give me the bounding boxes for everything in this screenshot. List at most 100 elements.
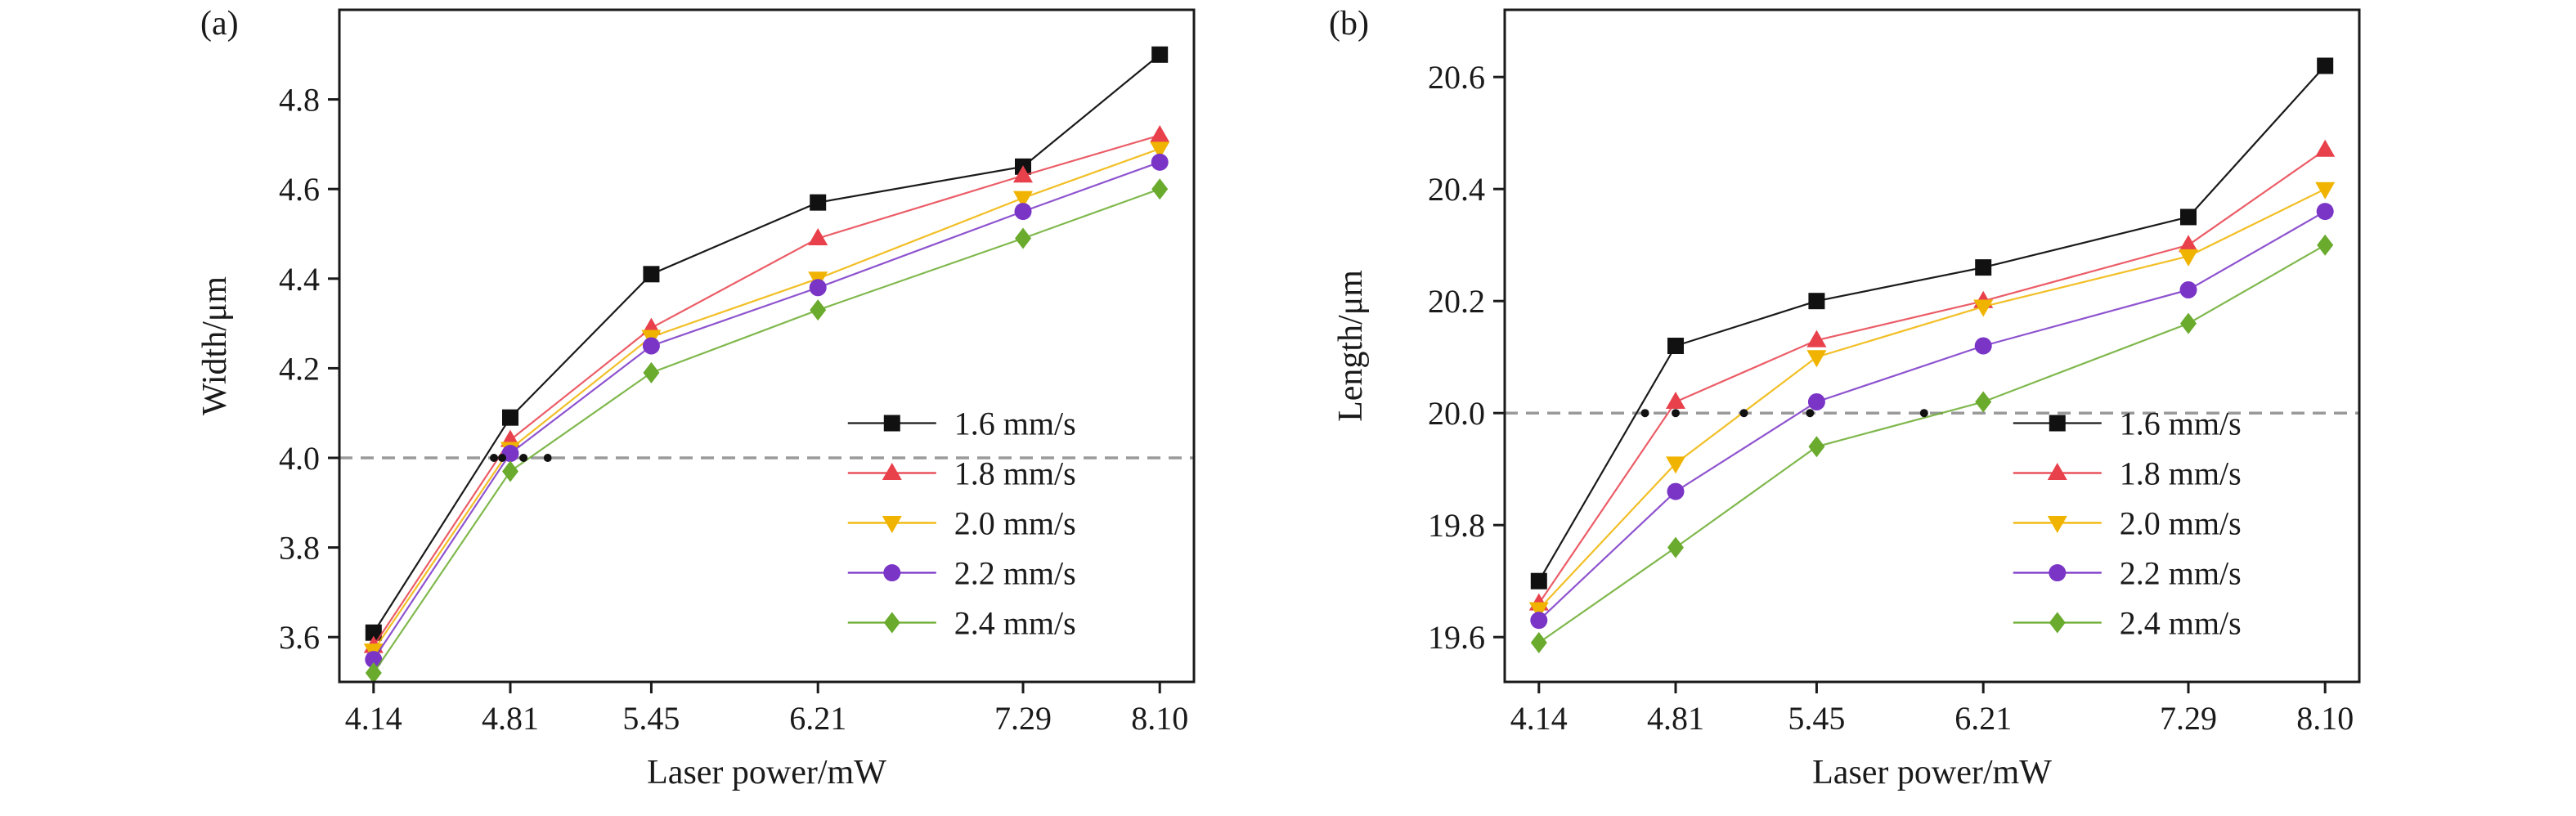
reference-point-2 bbox=[1672, 409, 1680, 418]
y-tick-label: 19.8 bbox=[1428, 507, 1485, 544]
x-axis-title: Laser power/mW bbox=[647, 754, 886, 791]
reference-point-1 bbox=[490, 454, 499, 462]
data-point-4-3 bbox=[1807, 393, 1825, 410]
y-tick-label: 4.4 bbox=[279, 261, 320, 298]
data-point-4-1 bbox=[365, 651, 383, 669]
x-tick-label: 5.45 bbox=[1788, 700, 1845, 737]
x-tick-label: 4.81 bbox=[482, 700, 539, 737]
data-point-5-5 bbox=[1015, 227, 1031, 249]
legend-marker-3 bbox=[2047, 516, 2067, 534]
series-line-5 bbox=[1538, 244, 2326, 643]
legend-marker-1 bbox=[883, 415, 900, 432]
plot-frame bbox=[1503, 8, 2361, 684]
legend-label-2: 1.8 mm/s bbox=[954, 455, 1076, 492]
reference-point-3 bbox=[519, 454, 528, 462]
series-line-2 bbox=[1537, 149, 2326, 604]
x-tick-label: 8.10 bbox=[2296, 700, 2354, 737]
data-point-1-2 bbox=[1667, 338, 1684, 354]
data-point-3-4 bbox=[1973, 299, 1994, 317]
x-tick-label: 7.29 bbox=[994, 700, 1052, 737]
data-point-2-6 bbox=[1150, 124, 1170, 142]
data-point-1-1 bbox=[365, 624, 382, 641]
y-axis-title: Width/μm bbox=[196, 276, 234, 415]
data-point-3-2 bbox=[1666, 456, 1685, 474]
data-point-4-1 bbox=[1530, 612, 1548, 630]
data-point-3-1 bbox=[1528, 602, 1549, 620]
legend-label-1: 1.6 mm/s bbox=[2120, 406, 2242, 442]
y-tick-label: 20.0 bbox=[1428, 395, 1485, 432]
y-tick-label: 20.2 bbox=[1428, 283, 1485, 320]
data-point-4-6 bbox=[1151, 153, 1169, 171]
data-point-4-4 bbox=[809, 279, 827, 297]
legend-marker-3 bbox=[882, 516, 902, 534]
x-tick-label: 7.29 bbox=[2160, 700, 2217, 737]
series-line-5 bbox=[372, 188, 1160, 674]
legend-label-5: 2.4 mm/s bbox=[954, 605, 1076, 642]
y-tick-label: 3.6 bbox=[279, 619, 320, 656]
data-point-4-2 bbox=[1667, 482, 1685, 500]
legend-label-1: 1.6 mm/s bbox=[954, 406, 1076, 442]
data-point-5-2 bbox=[502, 460, 518, 482]
y-tick-label: 4.8 bbox=[279, 82, 320, 119]
data-point-2-2 bbox=[1666, 392, 1685, 409]
legend-marker-1 bbox=[2049, 415, 2066, 432]
data-point-5-5 bbox=[2180, 312, 2197, 334]
series-line-3 bbox=[372, 147, 1160, 652]
legend-label-5: 2.4 mm/s bbox=[2120, 605, 2242, 642]
y-tick-label: 4.6 bbox=[279, 171, 320, 208]
y-tick-label: 4.2 bbox=[279, 350, 320, 387]
panel-label: (a) bbox=[200, 5, 239, 43]
legend-label-3: 2.0 mm/s bbox=[954, 505, 1076, 542]
series-line-3 bbox=[1537, 188, 2326, 610]
data-point-3-6 bbox=[2315, 182, 2336, 200]
data-point-5-4 bbox=[1975, 391, 1992, 413]
data-point-1-1 bbox=[1530, 572, 1547, 590]
series-line-2 bbox=[372, 134, 1160, 647]
panel-label: (b) bbox=[1329, 5, 1369, 43]
series-line-1 bbox=[372, 53, 1160, 634]
data-point-2-5 bbox=[1013, 165, 1033, 183]
x-tick-label: 4.14 bbox=[1510, 700, 1568, 737]
data-point-1-2 bbox=[502, 409, 518, 426]
reference-point-2 bbox=[498, 454, 507, 462]
data-point-1-5 bbox=[2180, 208, 2197, 226]
data-point-4-3 bbox=[642, 337, 660, 355]
data-point-1-4 bbox=[1975, 259, 1992, 276]
legend-marker-2 bbox=[2047, 463, 2067, 481]
data-point-3-6 bbox=[1150, 141, 1170, 159]
reference-point-1 bbox=[1640, 409, 1649, 418]
data-point-3-3 bbox=[1806, 350, 1827, 368]
legend-marker-4 bbox=[883, 564, 901, 582]
data-point-3-5 bbox=[2179, 249, 2198, 267]
y-tick-label: 20.6 bbox=[1428, 59, 1485, 96]
data-point-4-6 bbox=[2316, 203, 2334, 221]
y-tick-label: 19.6 bbox=[1428, 619, 1485, 656]
data-point-4-4 bbox=[1974, 337, 1992, 355]
x-tick-label: 4.14 bbox=[345, 700, 402, 737]
y-tick-label: 4.0 bbox=[279, 440, 320, 477]
legend-label-4: 2.2 mm/s bbox=[2120, 555, 2242, 592]
legend-marker-4 bbox=[2049, 564, 2067, 582]
legend-label-4: 2.2 mm/s bbox=[954, 555, 1076, 592]
y-axis-title: Length/μm bbox=[1332, 270, 1370, 422]
legend-marker-5 bbox=[2049, 612, 2066, 634]
data-point-2-3 bbox=[1806, 330, 1827, 347]
data-point-1-4 bbox=[810, 194, 827, 211]
legend-label-3: 2.0 mm/s bbox=[2120, 505, 2242, 542]
legend-marker-2 bbox=[882, 463, 902, 481]
data-point-2-4 bbox=[808, 227, 828, 245]
reference-point-5 bbox=[1919, 409, 1928, 418]
reference-point-4 bbox=[543, 454, 552, 462]
x-tick-label: 4.81 bbox=[1647, 700, 1704, 737]
plot-frame bbox=[338, 8, 1196, 684]
data-point-5-6 bbox=[2317, 234, 2334, 256]
y-tick-label: 20.4 bbox=[1428, 171, 1485, 208]
x-axis-title: Laser power/mW bbox=[1812, 754, 2052, 791]
data-point-5-4 bbox=[810, 299, 827, 321]
x-tick-label: 5.45 bbox=[622, 700, 680, 737]
data-point-3-5 bbox=[1013, 191, 1033, 208]
data-point-1-3 bbox=[1808, 293, 1825, 310]
series-line-4 bbox=[372, 161, 1160, 661]
reference-point-3 bbox=[1739, 409, 1748, 418]
